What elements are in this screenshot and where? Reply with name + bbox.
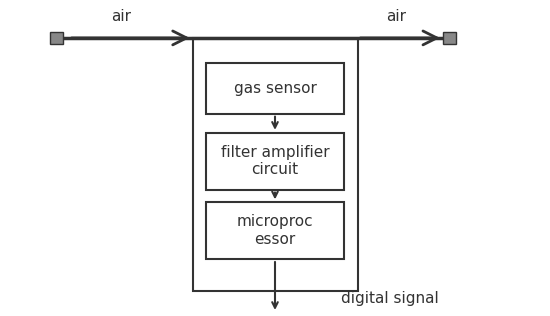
Bar: [206, 202, 344, 259]
Text: gas sensor: gas sensor: [234, 81, 316, 96]
Text: air: air: [386, 9, 406, 24]
Text: digital signal: digital signal: [341, 291, 439, 306]
Text: filter amplifier
circuit: filter amplifier circuit: [221, 145, 329, 177]
Bar: [192, 38, 358, 291]
Bar: [443, 32, 456, 44]
Bar: [50, 32, 63, 44]
Bar: [206, 63, 344, 114]
Text: microproc
essor: microproc essor: [236, 215, 314, 247]
Bar: [206, 133, 344, 190]
Text: air: air: [111, 9, 131, 24]
